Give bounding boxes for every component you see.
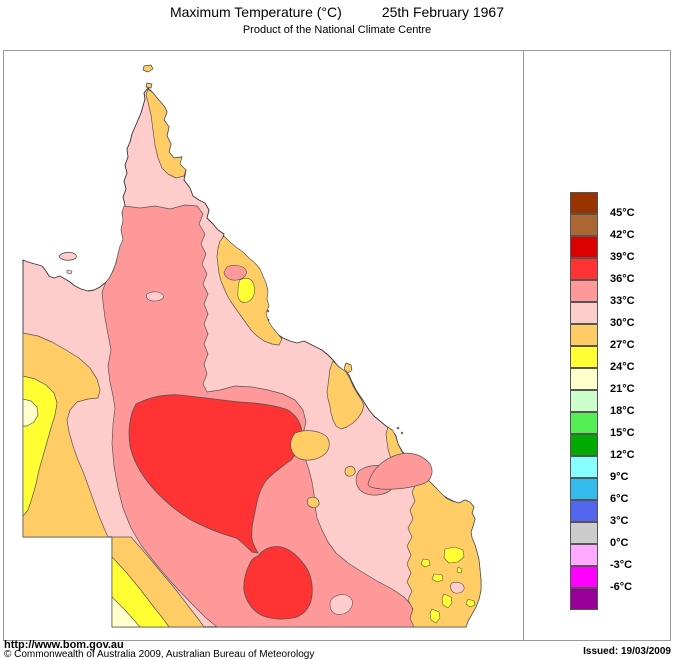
region-27-30-inland-1 [290,430,330,461]
region-30-33-island-south [329,594,353,615]
footer-copyright: © Commonwealth of Australia 2009, Austra… [4,649,315,659]
whitsunday-islet-1 [396,426,400,430]
legend-color-box [570,368,598,390]
legend-label: 9°C [610,471,629,483]
legend-label: -6°C [610,581,633,593]
legend-label: 15°C [610,427,635,439]
region-33-36-patch-ne [223,265,247,281]
legend-color-box [570,588,598,610]
region-21-24-sw-corner [111,596,141,628]
legend-label: 0°C [610,537,629,549]
legend-color-box [570,500,598,522]
legend-color-box [570,302,598,324]
legend-label: 24°C [610,361,635,373]
legend-color-box [570,280,598,302]
mornington-island [58,251,77,261]
legend-color-box [570,434,598,456]
legend-label: 27°C [610,339,635,351]
region-24-27-se-2 [420,558,431,568]
map-title-line: Maximum Temperature (°C) 25th February 1… [0,4,674,20]
legend-color-box [570,214,598,236]
legend-label: 6°C [610,493,629,505]
map-date: 25th February 1967 [381,4,505,20]
legend-label: 36°C [610,273,635,285]
region-36-39-south [243,546,313,620]
legend-color-box [570,566,598,588]
region-24-27-se-7 [465,598,476,608]
legend-label: 42°C [610,229,635,241]
legend-color-box [570,236,598,258]
legend-color-box [570,324,598,346]
legend-label: 33°C [610,295,635,307]
legend-color-box [570,522,598,544]
whitsunday-islet-2 [400,431,404,435]
torres-island-2 [145,82,153,89]
region-24-27-se-6 [429,608,441,624]
legend-label: 45°C [610,207,635,219]
region-30-33-island-se [450,581,465,594]
region-24-27-se-5 [441,593,453,609]
legend-label: 18°C [610,405,635,417]
page-title: Maximum Temperature (°C) [169,4,342,20]
map-frame [3,50,671,641]
region-24-27-se-1 [443,546,465,564]
region-27-30-inland-2 [344,465,356,477]
legend-label: 3°C [610,515,629,527]
map-subtitle: Product of the National Climate Centre [242,24,432,36]
region-30-33-island-inland [146,291,164,302]
region-27-30-inland-3 [306,496,320,508]
footer-url: http://www.bom.gov.au [4,639,124,651]
region-24-27-se-4 [456,566,463,574]
region-36-39-central [128,394,303,554]
footer-issued-date: Issued: 19/03/2009 [583,646,671,657]
hinchinbrook-island [343,362,353,374]
legend-color-box [570,390,598,412]
legend-color-box [570,544,598,566]
region-33-36-coastal-tongue [367,452,433,490]
legend-divider [523,51,524,640]
legend-color-box [570,192,598,214]
small-gulf-island [66,269,73,275]
region-21-24-west [22,398,39,427]
torres-island-1 [142,64,154,73]
legend-label: -3°C [610,559,633,571]
legend-color-box [570,456,598,478]
legend-label: 30°C [610,317,635,329]
cairns-islet [266,309,270,313]
region-27-30-townsville [326,360,365,430]
legend-label: 39°C [610,251,635,263]
legend-color-box [570,346,598,368]
temperature-legend: 45°C 42°C 39°C 36°C 33°C 30°C 27°C 24°C 21°C 18°C… [522,50,671,639]
legend-label: 21°C [610,383,635,395]
region-24-27-cairns-spot [237,277,255,303]
legend-color-box [570,478,598,500]
legend-label: 12°C [610,449,635,461]
legend-color-box [570,258,598,280]
legend-color-box [570,412,598,434]
region-24-27-se-3 [431,573,444,583]
region-27-30-cape-york [145,88,187,179]
